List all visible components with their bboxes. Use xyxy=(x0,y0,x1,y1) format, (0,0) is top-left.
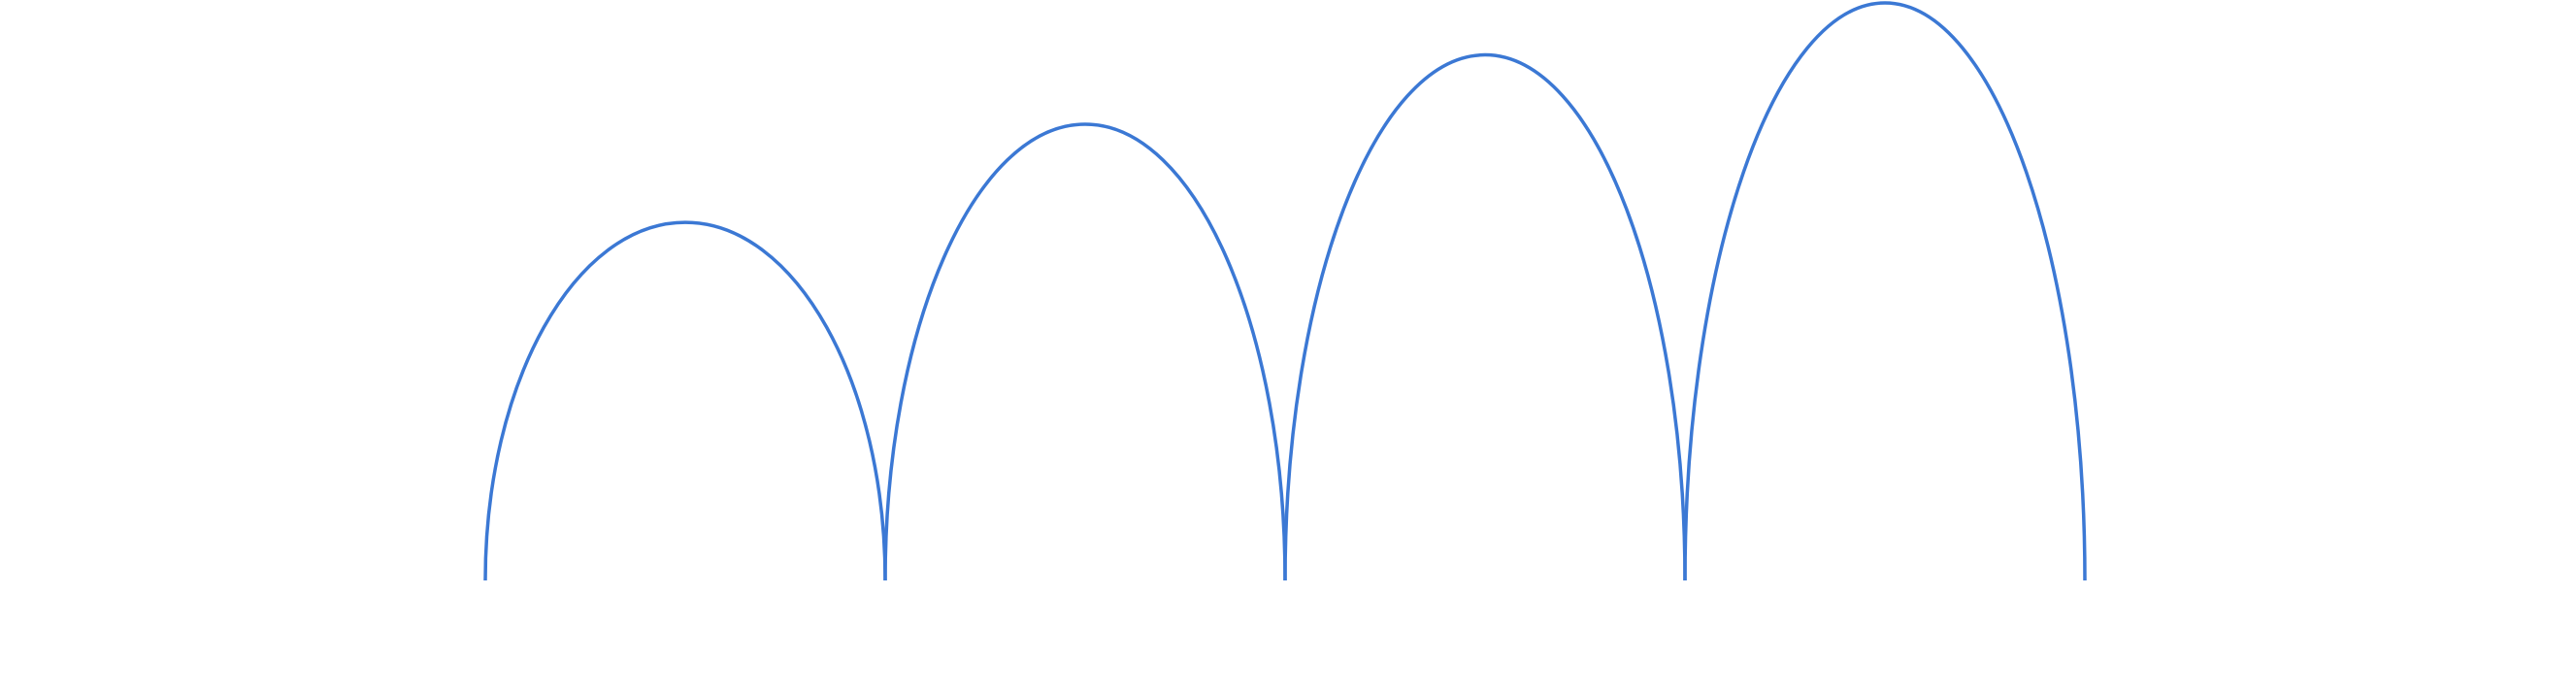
arc-3 xyxy=(1283,52,1687,581)
arc-4 xyxy=(1683,1,2087,581)
arc-1 xyxy=(483,220,887,581)
arc-2 xyxy=(883,122,1287,581)
